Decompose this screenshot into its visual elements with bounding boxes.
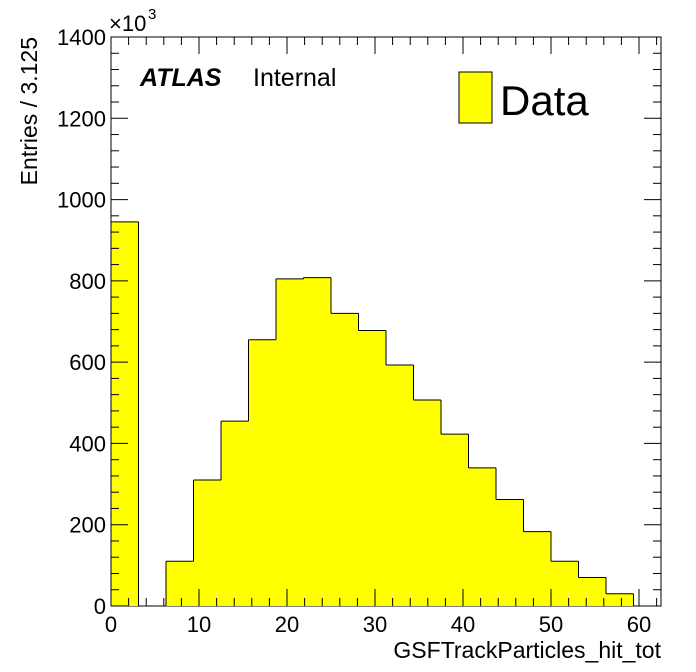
atlas-label: ATLAS [139,64,222,92]
x-tick-label: 0 [105,612,117,637]
internal-label: Internal [253,64,336,92]
x-axis-title: GSFTrackParticles_hit_tot [393,637,661,663]
y-multiplier-exponent: 3 [148,6,156,23]
x-tick-label: 50 [539,612,563,637]
histogram-bar [303,277,331,606]
legend-swatch [458,71,493,124]
histogram-bar [606,593,634,606]
histogram-bar [441,434,469,606]
histogram-bar [166,561,194,606]
histogram-bar [358,330,386,606]
y-tick-label: 1200 [57,106,106,131]
histogram-bar [111,221,139,607]
histogram-bar [551,561,579,606]
histogram-bar [468,467,496,606]
histogram-bar [331,313,359,606]
histogram-bar [496,499,524,606]
histogram-bar [578,577,606,606]
y-tick-label: 800 [69,269,106,294]
y-tick-label: 200 [69,513,106,538]
histogram-bar [193,480,221,606]
legend-label: Data [500,77,589,124]
histogram-bar [276,278,304,606]
histogram-bar [413,399,441,606]
histogram-bars [110,221,634,607]
y-axis-title: Entries / 3.125 [16,37,42,185]
y-tick-label: 600 [69,350,106,375]
histogram-bar [248,339,276,606]
y-tick-label: 0 [94,594,106,619]
x-tick-label: 60 [627,612,651,637]
x-tick-label: 10 [187,612,211,637]
y-tick-label: 1400 [57,25,106,50]
histogram-bar [523,531,551,606]
y-tick-label: 400 [69,431,106,456]
y-multiplier-label: ×10 [109,11,146,36]
histogram-outline [110,221,634,606]
x-tick-label: 30 [363,612,387,637]
histogram-bar [386,364,414,606]
y-axis-ticks: 0 200 400 600 800 1000 1200 1400 [57,25,661,619]
x-tick-label: 40 [451,612,475,637]
y-tick-label: 1000 [57,188,106,213]
histogram-bar [221,421,249,606]
x-axis-ticks: 0 10 20 30 40 50 60 [105,37,658,637]
x-tick-label: 20 [275,612,299,637]
